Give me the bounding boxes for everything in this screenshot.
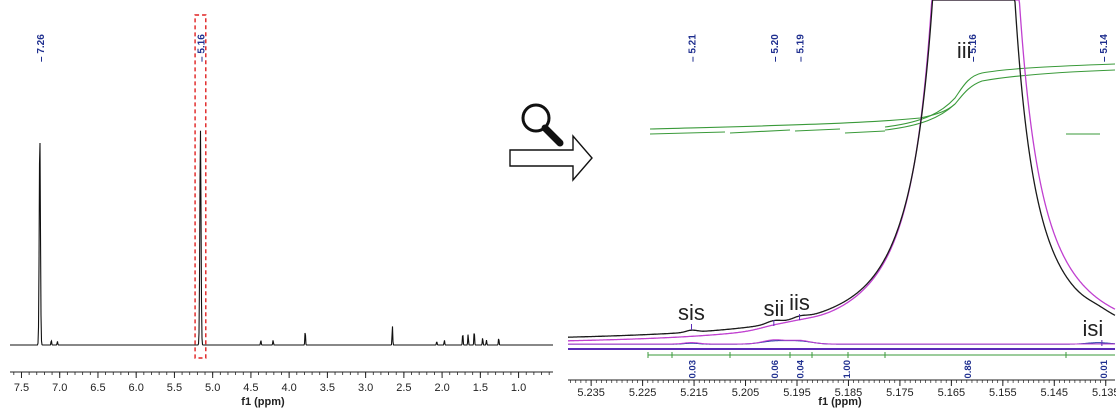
x-tick-label: 2.5 [396, 382, 411, 394]
peak-label: – 5.14 [1099, 34, 1110, 62]
zoom-region-highlight [194, 14, 207, 359]
integral-curve [844, 130, 886, 134]
integral-curve [649, 103, 956, 130]
x-tick-label: 7.5 [14, 382, 29, 394]
peak-label-group: – 5.21 – 5.20 – 5.19 – 5.16 – 5.14 [687, 34, 1110, 62]
integral-value: 0.01 [1099, 359, 1110, 378]
integral-bar: 0.03 0.06 0.04 1.00 0.86 0.01 [647, 352, 1115, 379]
x-tick-label: 5.235 [577, 387, 605, 399]
x-tick-label: 5.175 [886, 387, 914, 399]
integral-curve [884, 69, 1116, 131]
full-spectrum-panel: – 7.26 – 5.16 7.5 7.0 6.5 6.0 5.5 5.0 4.5 4.0 3.5… [10, 14, 553, 408]
x-tick-label: 3.0 [358, 382, 373, 394]
x-tick-label: 5.0 [205, 382, 220, 394]
x-axis-title: f1 (ppm) [241, 396, 285, 408]
peak-label: – 5.19 [796, 34, 807, 62]
region-label: sis [678, 300, 705, 325]
x-tick-label: 5.185 [835, 387, 863, 399]
magenta-fit-trace [568, 0, 1116, 342]
x-tick-label: 5.225 [629, 387, 657, 399]
peak-label: – 5.16 [196, 34, 207, 62]
integral-value: 0.03 [687, 360, 698, 379]
x-axis-title: f1 (ppm) [818, 396, 862, 408]
x-tick-label: 3.5 [320, 382, 335, 394]
x-tick-label: 4.0 [281, 382, 296, 394]
x-tick-label: 5.165 [938, 387, 966, 399]
x-axis-ticks: 5.235 5.225 5.215 5.205 5.195 5.185 5.175 5.165… [570, 380, 1116, 399]
x-tick-label: 5.205 [732, 387, 760, 399]
region-label: isi [1082, 316, 1103, 341]
peak-label-group: – 7.26 – 5.16 [36, 34, 208, 62]
region-label: iii [957, 38, 972, 63]
integral-curve [729, 129, 791, 134]
x-tick-label: 5.135 [1092, 387, 1116, 399]
integral-curve [794, 128, 841, 132]
x-tick-label: 5.155 [989, 387, 1017, 399]
zoomed-spectrum-panel: – 5.21 – 5.20 – 5.19 – 5.16 – 5.14 sis sii iis… [568, 0, 1116, 408]
peak-label: – 7.26 [36, 34, 47, 62]
region-label: iis [789, 290, 810, 315]
x-tick-label: 5.215 [680, 387, 708, 399]
x-tick-label: 5.5 [167, 382, 182, 394]
x-tick-label: 7.0 [52, 382, 67, 394]
x-axis-ticks: 7.5 7.0 6.5 6.0 5.5 5.0 4.5 4.0 3.5 3.0 2.5 2.0 1.5 1… [13, 372, 550, 394]
region-labels: sis sii iis iii isi [678, 38, 1103, 341]
integral-value: 1.00 [842, 360, 853, 379]
region-label: sii [763, 296, 784, 321]
arrow-right-icon [509, 134, 593, 182]
region-markers [690, 314, 1103, 346]
integral-value: 0.06 [770, 360, 781, 379]
integral-curves [649, 63, 1116, 135]
x-tick-label: 5.145 [1041, 387, 1069, 399]
peak-label: – 5.16 [968, 34, 979, 62]
x-tick-label: 6.0 [129, 382, 144, 394]
integral-curve [649, 131, 726, 135]
spectrum-trace [10, 130, 553, 346]
black-spectrum-trace [568, 0, 1116, 338]
peak-label: – 5.20 [770, 34, 781, 62]
x-tick-label: 2.0 [434, 382, 449, 394]
x-tick-label: 5.195 [783, 387, 811, 399]
integral-value: 0.86 [963, 360, 974, 379]
pink-baseline-trace [568, 339, 1115, 345]
peak-label: – 5.21 [687, 34, 698, 62]
x-tick-label: 1.0 [511, 382, 526, 394]
magnifier-icon [521, 103, 564, 147]
x-tick-label: 4.5 [243, 382, 258, 394]
x-tick-label: 1.5 [473, 382, 488, 394]
integral-value: 0.04 [796, 359, 807, 378]
x-tick-label: 6.5 [90, 382, 105, 394]
